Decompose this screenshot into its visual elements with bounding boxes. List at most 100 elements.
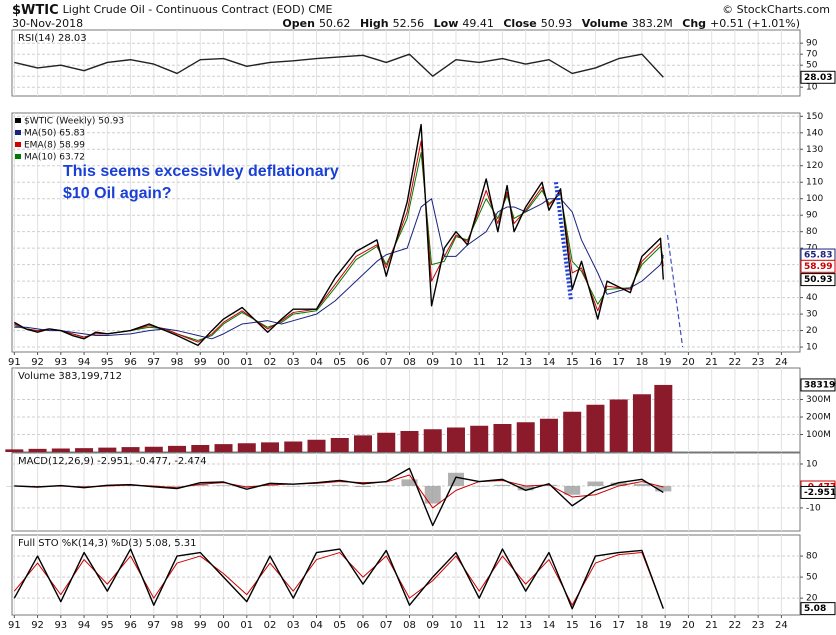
- volume-bar: [330, 438, 349, 452]
- x-tick-label: 10: [450, 357, 463, 368]
- y-tick-label: 50: [806, 61, 818, 71]
- volume-bar: [563, 411, 582, 452]
- histogram-bar: [655, 485, 672, 492]
- x-tick-label: 09: [426, 620, 439, 631]
- x-tick-label: 98: [171, 620, 184, 631]
- x-tick-label: 14: [543, 357, 556, 368]
- series-line: [13, 123, 665, 347]
- x-tick-label: 94: [78, 620, 91, 631]
- quote-label: Low: [434, 17, 459, 30]
- x-tick-label: 08: [403, 620, 416, 631]
- volume-bar: [284, 441, 303, 452]
- volume-bar: [75, 448, 94, 452]
- y-tick-label: 140: [806, 128, 823, 138]
- x-tick-label: 20: [682, 620, 695, 631]
- x-tick-label: 11: [473, 620, 486, 631]
- y-tick-label: 130: [806, 145, 823, 155]
- x-tick-label: 03: [287, 357, 300, 368]
- panel-label: MACD(12,26,9) -2.951, -0.477, -2.474: [18, 456, 207, 467]
- histogram-bar: [192, 484, 209, 486]
- annotation: This seems excessivley deflationary: [63, 163, 339, 180]
- legend-swatch: [15, 130, 21, 135]
- volume-bar: [446, 427, 465, 452]
- panel-label: Volume 383,199,712: [18, 371, 122, 382]
- quote-label: Open: [282, 17, 315, 30]
- histogram-bar: [610, 482, 627, 486]
- y-tick-label: 300M: [806, 395, 831, 405]
- x-tick-label: 06: [357, 357, 370, 368]
- volume-bar: [28, 448, 47, 452]
- x-tick-label: 18: [636, 620, 649, 631]
- volume-bar: [586, 404, 605, 452]
- volume-bar: [51, 448, 70, 452]
- price-tag: [800, 378, 836, 392]
- volume-bar: [654, 384, 673, 452]
- x-tick-label: 02: [264, 620, 277, 631]
- price-tag: [800, 259, 836, 273]
- panel: [11, 112, 801, 353]
- x-tick-label: 13: [519, 620, 532, 631]
- quote-value: 49.41: [462, 17, 494, 30]
- volume-bar: [377, 432, 396, 452]
- x-tick-label: 24: [775, 620, 788, 631]
- y-tick-label: -10: [806, 503, 821, 513]
- volume-bar: [237, 443, 256, 452]
- panel: [11, 534, 801, 616]
- histogram-bar: [401, 479, 418, 486]
- y-tick-label: 110: [806, 178, 823, 188]
- y-tick-label: 100: [806, 194, 823, 204]
- x-tick-label: 96: [124, 357, 137, 368]
- x-tick-label: 17: [612, 357, 625, 368]
- x-tick-label: 01: [240, 620, 253, 631]
- price-tag: [800, 273, 836, 287]
- histogram-bar: [215, 485, 232, 486]
- x-tick-label: 11: [473, 357, 486, 368]
- quote-value: 52.56: [393, 17, 425, 30]
- series-line: [14, 198, 664, 340]
- histogram-bar: [378, 485, 395, 487]
- x-tick-label: 07: [380, 357, 393, 368]
- x-tick-label: 23: [752, 357, 765, 368]
- x-tick-label: 19: [659, 357, 672, 368]
- x-tick-label: 22: [729, 357, 742, 368]
- y-tick-label: 80: [806, 227, 818, 237]
- legend-label: $WTIC (Weekly) 50.93: [24, 117, 124, 127]
- volume-bar: [493, 424, 512, 452]
- volume-bar: [121, 447, 140, 452]
- x-tick-label: 96: [124, 620, 137, 631]
- x-tick-label: 94: [78, 357, 91, 368]
- y-tick-label: 40: [806, 293, 818, 303]
- price-tag-label: 28.03: [804, 73, 832, 83]
- panel: [11, 29, 801, 97]
- x-tick-label: 05: [333, 620, 346, 631]
- quote-label: High: [360, 17, 389, 30]
- histogram-bar: [494, 484, 511, 486]
- histogram-bar: [122, 485, 139, 487]
- series-line: [13, 552, 664, 609]
- x-tick-label: 98: [171, 357, 184, 368]
- instrument-name: Light Crude Oil - Continuous Contract (E…: [63, 3, 333, 16]
- x-tick-label: 23: [752, 620, 765, 631]
- x-tick-label: 97: [147, 357, 160, 368]
- y-tick-label: 90: [806, 39, 818, 49]
- y-tick-label: 70: [806, 50, 818, 60]
- x-tick-label: 01: [240, 357, 253, 368]
- x-tick-label: 93: [54, 620, 67, 631]
- volume-bar: [144, 446, 163, 452]
- x-tick-label: 05: [333, 357, 346, 368]
- price-tag: [800, 485, 836, 499]
- quote: Open 50.62 High 52.56 Low 49.41 Close 50.93 …: [282, 17, 800, 30]
- x-tick-label: 13: [519, 357, 532, 368]
- x-tick-label: 21: [705, 620, 718, 631]
- price-tag-label: -2.951: [804, 488, 836, 498]
- legend-swatch: [15, 118, 21, 123]
- x-tick-label: 16: [589, 620, 602, 631]
- quote-label: Chg: [682, 17, 706, 30]
- x-tick-label: 00: [217, 620, 230, 631]
- x-tick-label: 15: [566, 620, 579, 631]
- histogram-bar: [517, 485, 534, 491]
- price-tag-label: 58.99: [804, 262, 832, 272]
- volume-bar: [539, 418, 558, 452]
- legend-swatch: [15, 154, 21, 159]
- y-tick-label: 20: [806, 594, 818, 604]
